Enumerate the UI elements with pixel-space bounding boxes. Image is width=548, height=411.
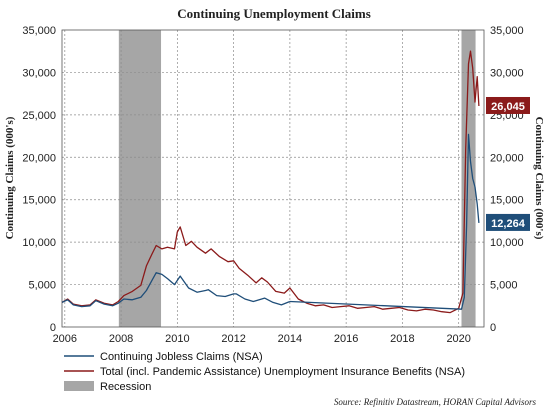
x-tick-label-0: 2006 [53, 333, 77, 345]
series-line-0 [61, 272, 291, 308]
grid [62, 30, 484, 327]
y-tick-left-label-2: 10,000 [22, 237, 56, 249]
value-callout-1: 12,264 [486, 213, 530, 231]
y-tick-left-label-3: 15,000 [22, 195, 56, 207]
x-tick-label-2: 2010 [165, 333, 189, 345]
chart-title: Continuing Unemployment Claims [177, 6, 371, 21]
value-callout-box-1 [486, 213, 530, 231]
value-callout-label-1: 12,264 [491, 218, 526, 230]
x-tick-label-5: 2016 [334, 333, 358, 345]
y-axis-left-title: Continuing Claims (000's) [4, 116, 16, 239]
y-tick-right-label-0: 0 [490, 322, 496, 334]
x-axis-ticks: 2006 2008 2010 2012 2014 2016 2018 2020 [53, 333, 471, 345]
x-tick-label-7: 2020 [446, 333, 470, 345]
y-tick-left-label-5: 25,000 [22, 110, 56, 122]
recession-band-1 [461, 30, 476, 327]
legend-swatch-2 [64, 381, 94, 391]
recession-bands [118, 30, 476, 327]
value-callouts: 26,045 12,264 [486, 96, 530, 231]
legend-label-0: Continuing Jobless Claims (NSA) [100, 351, 263, 363]
y-tick-right-label-7: 35,000 [490, 25, 524, 37]
x-tick-label-4: 2014 [278, 333, 302, 345]
y-tick-left-label-7: 35,000 [22, 25, 56, 37]
x-tick-label-6: 2018 [390, 333, 414, 345]
source-note: Source: Refinitiv Datastream, HORAN Capi… [334, 397, 537, 407]
legend-label-1: Total (incl. Pandemic Assistance) Unempl… [100, 366, 465, 378]
x-tick-label-3: 2012 [221, 333, 245, 345]
value-callout-0: 26,045 [486, 96, 530, 114]
plot-frame [61, 29, 485, 328]
y-tick-right-label-2: 10,000 [490, 237, 524, 249]
value-callout-label-0: 26,045 [491, 101, 525, 113]
legend: Continuing Jobless Claims (NSA) Total (in… [64, 351, 465, 393]
series-line-2 [289, 133, 480, 310]
y-tick-right-label-4: 20,000 [490, 152, 524, 164]
y-axis-right-ticks: 05,00010,00015,00020,00025,00030,00035,0… [490, 25, 524, 334]
y-tick-left-label-0: 0 [50, 322, 56, 334]
y-tick-right-label-1: 5,000 [490, 280, 518, 292]
y-tick-left-label-4: 20,000 [22, 152, 56, 164]
legend-label-2: Recession [100, 381, 151, 393]
y-tick-right-label-3: 15,000 [490, 195, 524, 207]
series-line-1 [61, 50, 480, 314]
x-tick-label-1: 2008 [109, 333, 133, 345]
y-axis-right-title: Continuing Claims (000's) [533, 117, 545, 240]
y-tick-left-label-6: 30,000 [22, 67, 56, 79]
y-tick-right-label-6: 30,000 [490, 67, 524, 79]
y-axis-left-ticks: 0 5,000 10,000 15,000 20,000 25,000 30,000 35,0… [22, 25, 56, 334]
series-lines [61, 50, 480, 314]
recession-band-0 [118, 30, 162, 327]
y-tick-left-label-1: 5,000 [28, 280, 56, 292]
value-callout-box-0 [486, 96, 530, 114]
